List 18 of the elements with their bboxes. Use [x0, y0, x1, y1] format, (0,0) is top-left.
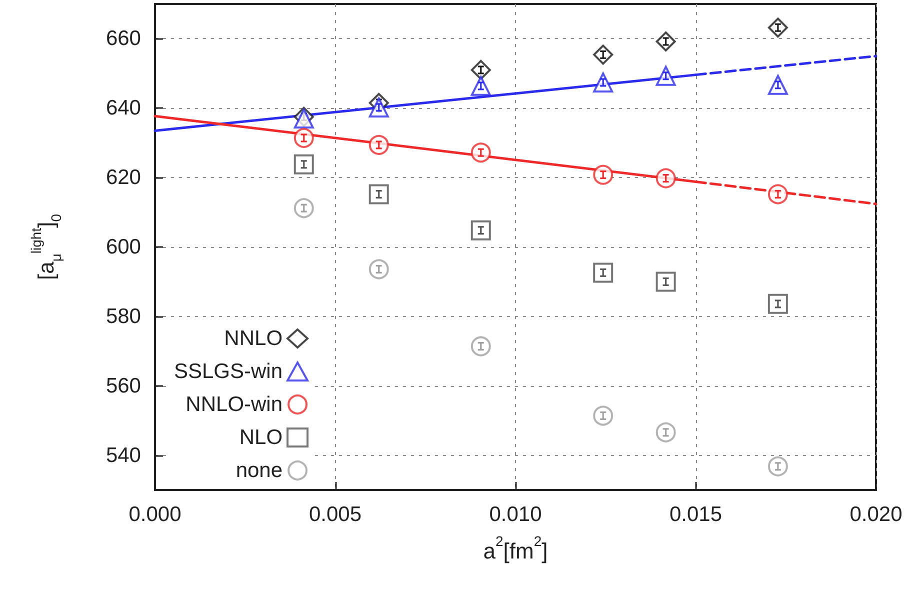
legend-label: NLO	[239, 426, 283, 449]
x-tick-label: 0.010	[489, 503, 542, 526]
y-tick-label: 580	[106, 304, 141, 328]
y-tick-label: 600	[106, 236, 141, 258]
legend-label: SSLGS-win	[174, 360, 283, 383]
legend-label: none	[236, 459, 283, 482]
y-tick-label: 560	[106, 374, 141, 398]
legend-label: NNLO	[224, 327, 283, 350]
x-tick-label: 0.000	[128, 503, 182, 526]
y-axis-title: [aμlight]0	[28, 214, 64, 280]
x-tick-label: 0.015	[669, 503, 722, 526]
y-tick-label: 640	[106, 96, 141, 120]
x-tick-label: 0.005	[308, 503, 362, 526]
x-tick-label: 0.020	[850, 503, 902, 526]
y-tick-label: 660	[106, 27, 141, 50]
y-tick-label: 620	[106, 166, 141, 190]
legend-label: NNLO-win	[186, 393, 283, 416]
y-tick-label: 540	[106, 444, 141, 467]
